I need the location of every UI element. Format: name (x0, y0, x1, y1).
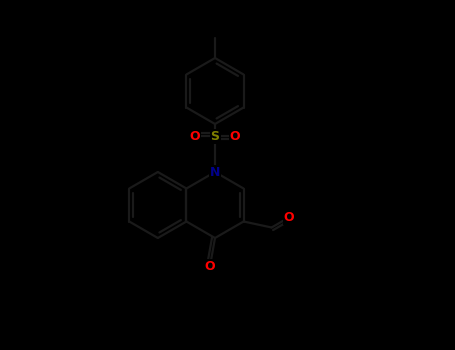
Text: O: O (230, 130, 240, 142)
Text: S: S (211, 130, 219, 142)
Text: N: N (210, 166, 220, 178)
Text: O: O (283, 211, 294, 224)
Text: O: O (190, 130, 200, 142)
Text: O: O (205, 259, 215, 273)
